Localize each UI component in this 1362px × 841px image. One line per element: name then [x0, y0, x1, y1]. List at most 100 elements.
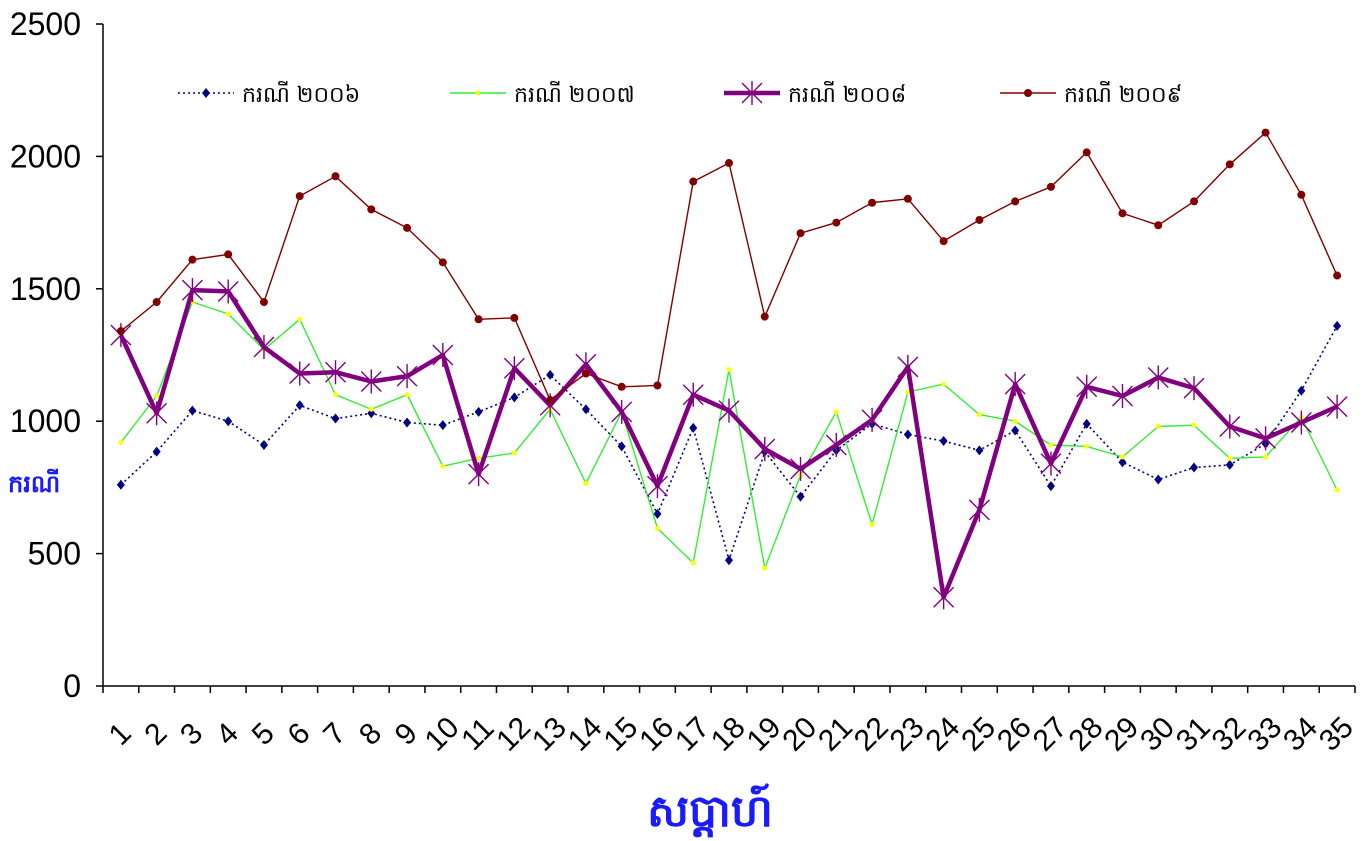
- point-marker: [152, 446, 161, 457]
- point-marker: [581, 404, 590, 415]
- point-marker: [903, 429, 912, 440]
- point-marker: [224, 250, 233, 259]
- point-marker: [1011, 425, 1020, 436]
- x-tick-label: 4: [210, 717, 245, 752]
- x-tick-label: 1: [103, 717, 138, 752]
- point-marker: [1334, 487, 1340, 493]
- point-marker: [833, 409, 839, 415]
- point-marker: [790, 456, 812, 481]
- point-marker: [325, 360, 347, 385]
- point-marker: [1076, 374, 1098, 399]
- point-marker: [903, 194, 912, 203]
- series-line: [120, 131, 1338, 402]
- point-marker: [152, 298, 161, 307]
- point-marker: [941, 381, 947, 387]
- legend-label: ករណី ២០០៧: [514, 81, 635, 108]
- point-marker: [188, 255, 197, 264]
- point-marker: [1155, 423, 1161, 429]
- point-marker: [1227, 455, 1233, 461]
- point-marker: [360, 369, 382, 394]
- x-axis-label: សប្តាហ៍: [647, 783, 773, 838]
- point-marker: [1154, 474, 1163, 485]
- point-marker: [432, 343, 454, 367]
- point-marker: [1154, 221, 1163, 230]
- x-tick-label: 7: [317, 717, 352, 752]
- point-marker: [1024, 89, 1032, 97]
- x-tick-label: 6: [281, 717, 316, 752]
- point-marker: [832, 218, 841, 227]
- point-marker: [975, 215, 984, 224]
- point-marker: [718, 398, 740, 423]
- point-marker: [617, 382, 626, 391]
- point-marker: [825, 433, 847, 458]
- series-line: [120, 301, 1338, 571]
- point-marker: [1190, 197, 1199, 206]
- point-marker: [116, 327, 125, 336]
- point-marker: [511, 450, 517, 456]
- x-tick-label: 8: [353, 717, 388, 752]
- point-marker: [690, 560, 696, 566]
- point-marker: [1297, 190, 1306, 199]
- point-marker: [861, 407, 883, 432]
- point-marker: [546, 396, 555, 405]
- point-marker: [1191, 422, 1197, 428]
- point-marker: [217, 279, 239, 304]
- point-marker: [1119, 454, 1125, 460]
- point-marker: [754, 437, 776, 462]
- point-marker: [297, 316, 303, 322]
- point-marker: [726, 367, 732, 373]
- point-marker: [154, 393, 160, 399]
- x-tick-label: 3: [174, 717, 209, 752]
- point-marker: [654, 525, 660, 531]
- point-marker: [116, 479, 125, 490]
- point-marker: [611, 399, 633, 424]
- point-marker: [202, 88, 210, 98]
- point-marker: [1118, 457, 1127, 468]
- point-marker: [968, 497, 990, 522]
- point-marker: [1084, 443, 1090, 449]
- point-marker: [474, 406, 483, 417]
- point-marker: [1004, 372, 1026, 397]
- point-marker: [1219, 414, 1241, 439]
- point-marker: [403, 417, 412, 428]
- point-marker: [689, 422, 698, 433]
- point-marker: [1082, 418, 1091, 429]
- point-marker: [617, 441, 626, 452]
- point-marker: [741, 81, 763, 105]
- legend: ករណី ២០០៦ ករណី ២០០៧ ករណី ២០០៨ ករណី ២០០៩: [178, 81, 1182, 108]
- point-marker: [368, 406, 374, 412]
- point-marker: [474, 315, 483, 324]
- point-marker: [295, 192, 304, 201]
- y-tick-label: 2000: [10, 138, 81, 174]
- legend-item: ករណី ២០០៨: [724, 81, 906, 108]
- y-tick-label: 2500: [10, 6, 81, 42]
- point-marker: [468, 462, 490, 487]
- point-marker: [1040, 451, 1062, 476]
- point-marker: [725, 555, 733, 566]
- point-marker: [181, 278, 203, 303]
- point-marker: [289, 361, 311, 386]
- series-1: [116, 320, 1342, 566]
- point-marker: [333, 392, 339, 398]
- point-marker: [1255, 426, 1277, 451]
- point-marker: [762, 565, 768, 571]
- series-3: [110, 278, 1348, 610]
- series-2: [118, 299, 1340, 571]
- legend-label: ករណី ២០០៩: [1064, 81, 1182, 108]
- point-marker: [689, 177, 698, 186]
- point-marker: [583, 480, 589, 486]
- point-marker: [438, 258, 447, 267]
- point-marker: [1048, 442, 1054, 448]
- point-marker: [581, 369, 590, 378]
- point-marker: [396, 364, 418, 389]
- point-marker: [1326, 394, 1348, 419]
- point-marker: [1012, 418, 1018, 424]
- point-marker: [1011, 197, 1020, 206]
- point-marker: [1046, 481, 1055, 492]
- legend-label: ករណី ២០០៦: [242, 81, 360, 108]
- point-marker: [118, 439, 124, 445]
- y-tick-label: 500: [28, 536, 81, 572]
- point-marker: [1290, 410, 1312, 435]
